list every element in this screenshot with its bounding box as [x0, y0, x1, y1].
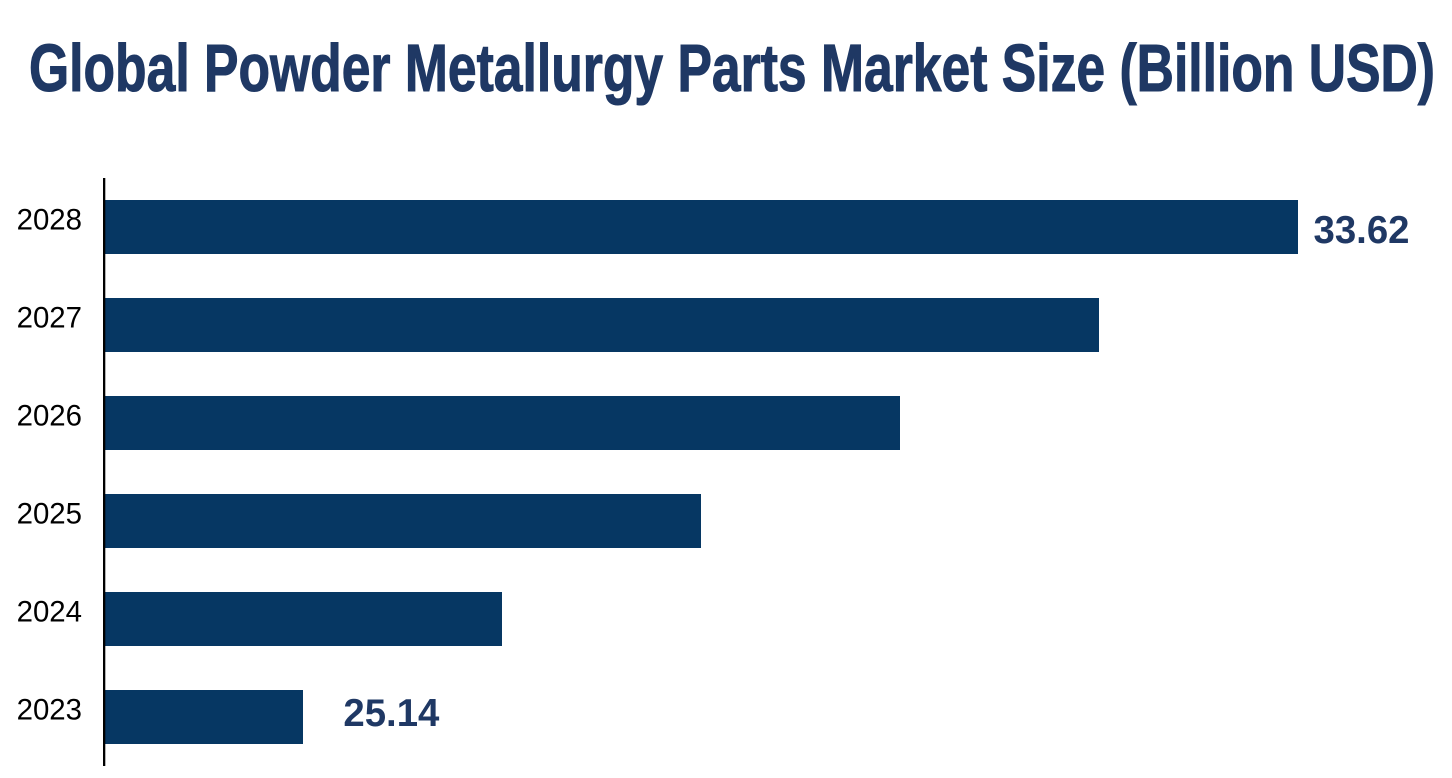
svg-text:2024: 2024 [17, 596, 82, 629]
svg-text:2027: 2027 [17, 302, 82, 335]
svg-text:25.14: 25.14 [343, 692, 439, 735]
svg-text:2026: 2026 [17, 400, 82, 433]
svg-text:Global Powder Metallurgy Parts: Global Powder Metallurgy Parts Market Si… [29, 31, 1435, 106]
svg-text:2025: 2025 [17, 498, 82, 531]
svg-text:2023: 2023 [17, 694, 82, 727]
svg-text:2028: 2028 [17, 204, 82, 237]
svg-text:33.62: 33.62 [1314, 209, 1410, 252]
